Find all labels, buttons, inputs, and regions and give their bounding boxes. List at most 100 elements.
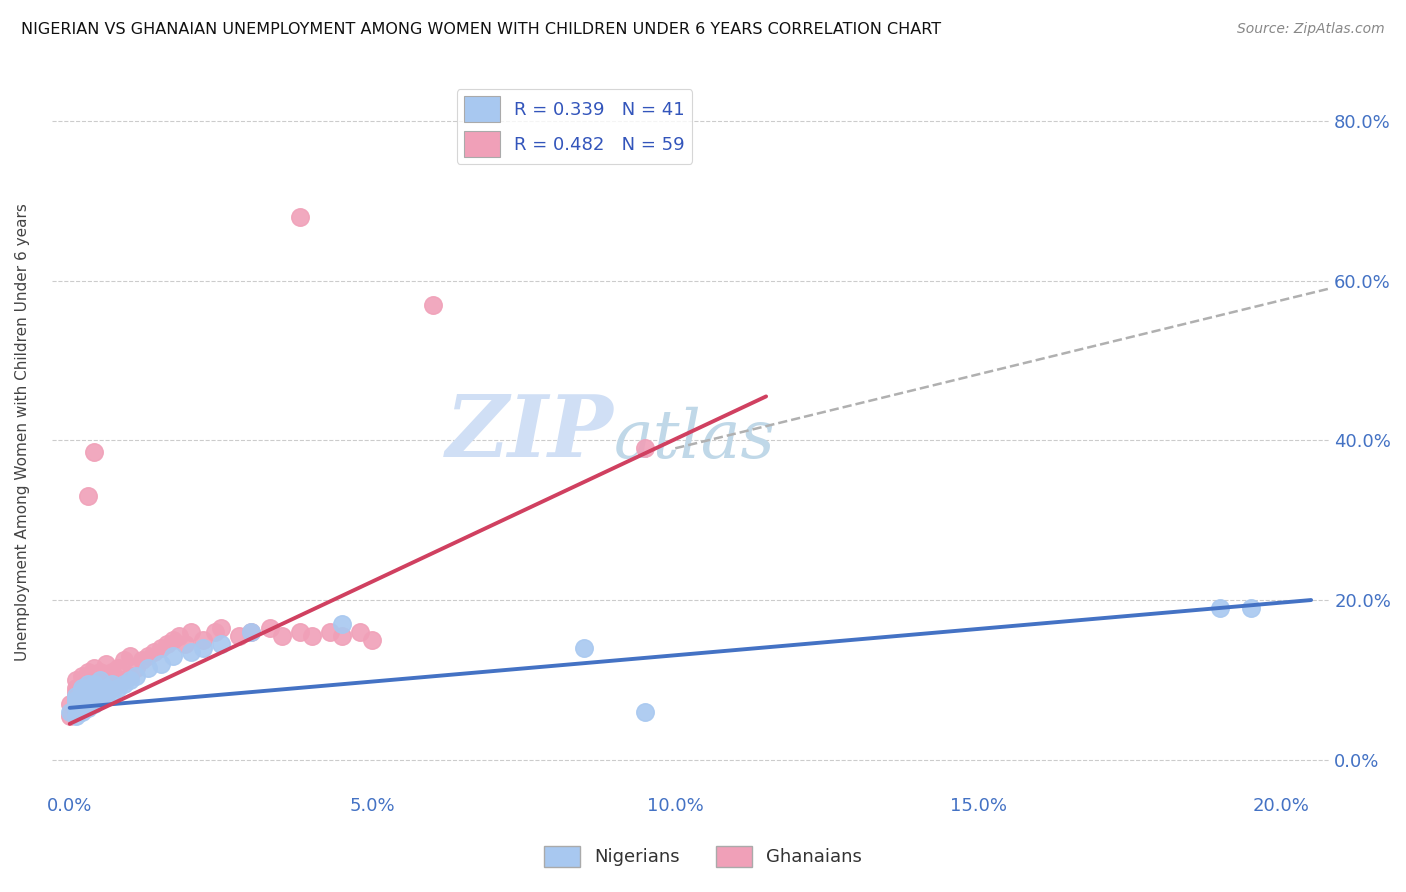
Point <box>94 689 117 703</box>
Point <box>1239 601 1261 615</box>
Point <box>65 689 87 703</box>
Text: NIGERIAN VS GHANAIAN UNEMPLOYMENT AMONG WOMEN WITH CHILDREN UNDER 6 YEARS CORREL: NIGERIAN VS GHANAIAN UNEMPLOYMENT AMONG … <box>21 22 941 37</box>
Point <box>155 637 177 651</box>
Point <box>330 629 353 643</box>
Point <box>83 693 105 707</box>
Point <box>101 665 124 679</box>
Point <box>59 705 82 719</box>
Point <box>101 685 124 699</box>
Point <box>173 637 195 651</box>
Point <box>89 677 111 691</box>
Point <box>120 669 142 683</box>
Point <box>89 685 111 699</box>
Point <box>634 705 657 719</box>
Point <box>138 661 160 675</box>
Point <box>65 701 87 715</box>
Point <box>89 693 111 707</box>
Point <box>101 681 124 695</box>
Point <box>94 681 117 695</box>
Point <box>59 709 82 723</box>
Point <box>349 625 371 640</box>
Legend: Nigerians, Ghanaians: Nigerians, Ghanaians <box>537 838 869 874</box>
Point <box>180 625 202 640</box>
Point <box>101 677 124 691</box>
Point <box>143 645 166 659</box>
Point <box>120 648 142 663</box>
Point <box>83 677 105 691</box>
Point <box>70 681 93 695</box>
Point <box>191 640 214 655</box>
Point <box>76 677 98 691</box>
Point <box>65 705 87 719</box>
Point <box>89 665 111 679</box>
Point <box>89 689 111 703</box>
Text: Source: ZipAtlas.com: Source: ZipAtlas.com <box>1237 22 1385 37</box>
Point <box>270 629 292 643</box>
Point <box>107 661 129 675</box>
Point <box>112 653 135 667</box>
Point <box>65 693 87 707</box>
Point <box>107 677 129 691</box>
Point <box>65 681 87 695</box>
Point <box>259 621 281 635</box>
Point <box>361 632 384 647</box>
Point <box>162 648 184 663</box>
Point <box>59 697 82 711</box>
Point <box>65 697 87 711</box>
Point <box>70 689 93 703</box>
Point <box>83 689 105 703</box>
Point <box>83 697 105 711</box>
Point <box>65 673 87 687</box>
Point <box>112 673 135 687</box>
Point <box>83 445 105 459</box>
Point <box>83 673 105 687</box>
Point <box>70 705 93 719</box>
Point <box>191 632 214 647</box>
Point <box>107 681 129 695</box>
Point <box>1209 601 1232 615</box>
Point <box>574 640 596 655</box>
Point <box>65 709 87 723</box>
Text: atlas: atlas <box>614 407 776 472</box>
Legend: R = 0.339   N = 41, R = 0.482   N = 59: R = 0.339 N = 41, R = 0.482 N = 59 <box>457 89 692 164</box>
Point <box>149 657 172 671</box>
Point <box>70 697 93 711</box>
Point <box>70 685 93 699</box>
Point <box>112 677 135 691</box>
Point <box>65 685 87 699</box>
Point <box>65 689 87 703</box>
Point <box>634 442 657 456</box>
Point <box>149 640 172 655</box>
Text: ZIP: ZIP <box>446 391 614 474</box>
Point <box>83 661 105 675</box>
Point <box>65 693 87 707</box>
Point <box>76 693 98 707</box>
Point <box>70 681 93 695</box>
Point <box>89 673 111 687</box>
Point <box>288 625 311 640</box>
Y-axis label: Unemployment Among Women with Children Under 6 years: Unemployment Among Women with Children U… <box>15 203 30 661</box>
Point <box>70 669 93 683</box>
Point <box>125 661 148 675</box>
Point <box>76 665 98 679</box>
Point <box>120 673 142 687</box>
Point <box>240 625 263 640</box>
Point <box>138 648 160 663</box>
Point <box>131 653 153 667</box>
Point <box>288 210 311 224</box>
Point <box>76 677 98 691</box>
Point <box>94 673 117 687</box>
Point <box>319 625 342 640</box>
Point <box>94 657 117 671</box>
Point <box>167 629 190 643</box>
Point <box>76 489 98 503</box>
Point <box>83 685 105 699</box>
Point <box>76 701 98 715</box>
Point <box>330 617 353 632</box>
Point <box>209 621 232 635</box>
Point <box>70 693 93 707</box>
Point <box>180 645 202 659</box>
Point <box>76 689 98 703</box>
Point <box>162 632 184 647</box>
Point <box>76 697 98 711</box>
